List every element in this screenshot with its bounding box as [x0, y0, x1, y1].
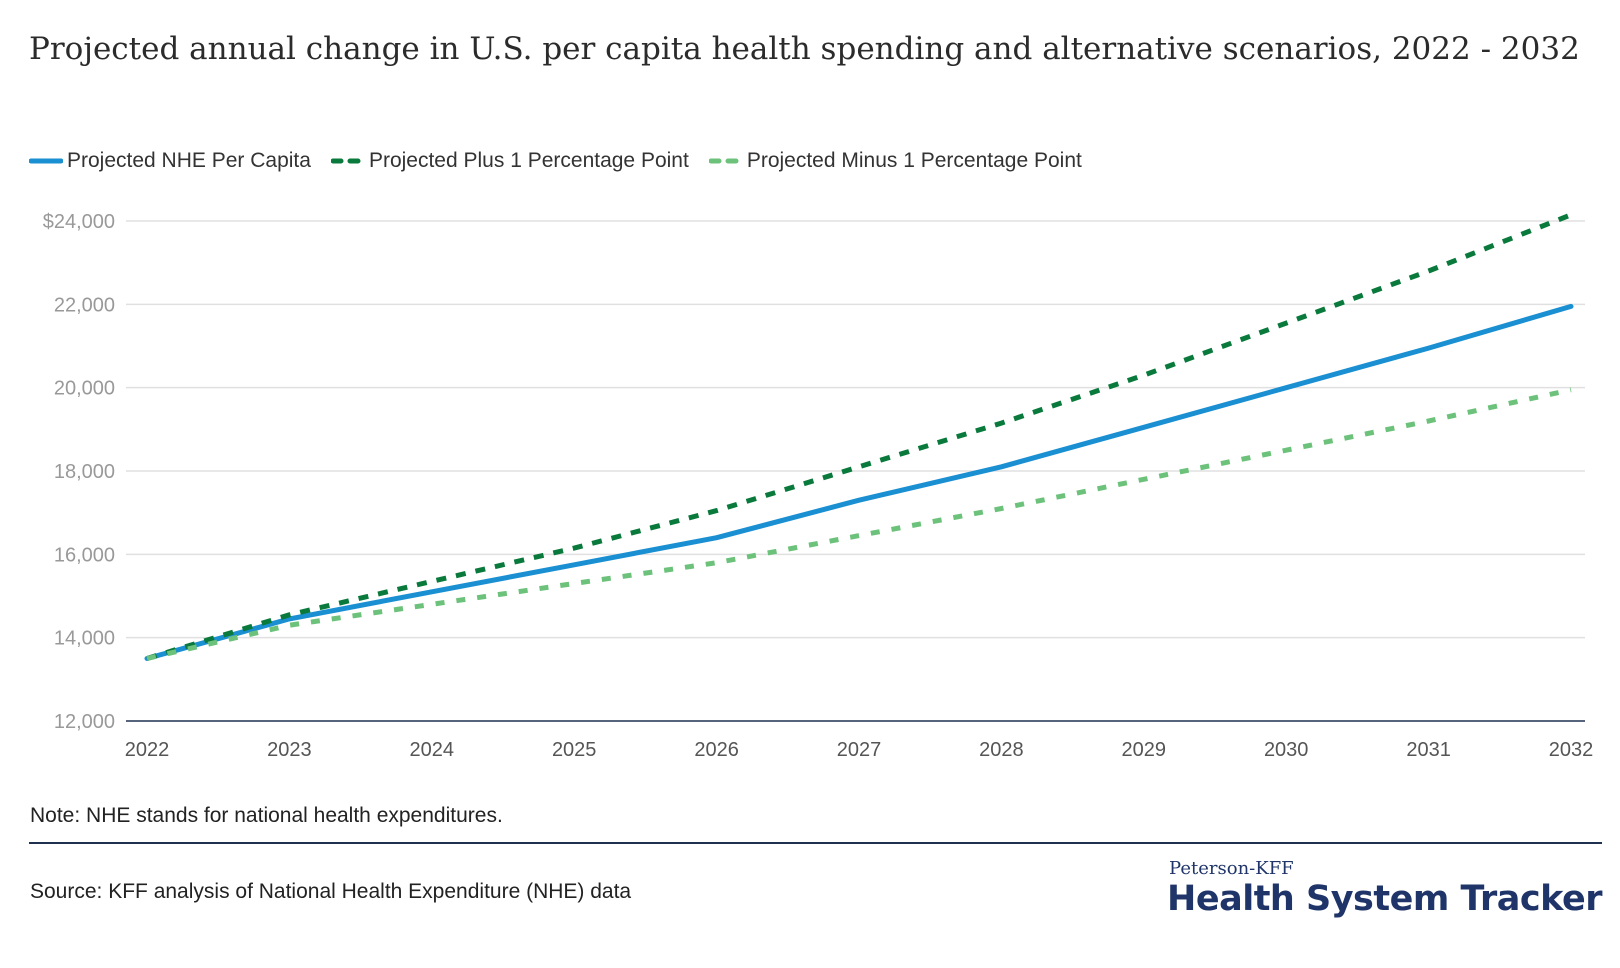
legend-swatch-dotted — [708, 158, 743, 164]
x-tick-label: 2029 — [1122, 739, 1167, 760]
legend-label-nhe: Projected NHE Per Capita — [67, 149, 311, 172]
x-tick-label: 2024 — [410, 739, 455, 760]
chart-title: Projected annual change in U.S. per capi… — [29, 31, 1580, 67]
legend-item-minus[interactable]: Projected Minus 1 Percentage Point — [708, 149, 1082, 173]
footer-divider — [29, 842, 1602, 844]
series-line-minus — [146, 387, 1572, 661]
y-tick-label: 12,000 — [54, 711, 115, 733]
brand-logo: Peterson-KFF Health System Tracker — [1167, 858, 1602, 919]
y-tick-label: 14,000 — [54, 628, 115, 650]
x-tick-label: 2031 — [1406, 739, 1451, 760]
x-tick-label: 2022 — [125, 739, 170, 760]
y-tick-label: 20,000 — [54, 378, 115, 400]
legend-swatch-dashed — [330, 158, 365, 164]
y-tick-label: $24,000 — [43, 211, 115, 233]
x-tick-label: 2027 — [837, 739, 882, 760]
legend-swatch-solid — [29, 158, 63, 164]
y-tick-label: 18,000 — [54, 461, 115, 483]
chart-source: Source: KFF analysis of National Health … — [30, 880, 632, 903]
brand-big-text: Health System Tracker — [1167, 879, 1602, 919]
legend-label-plus: Projected Plus 1 Percentage Point — [368, 149, 689, 172]
chart-legend: Projected NHE Per Capita Projected Plus … — [29, 149, 1102, 173]
x-tick-label: 2032 — [1549, 739, 1594, 760]
x-tick-label: 2030 — [1264, 739, 1309, 760]
legend-item-plus[interactable]: Projected Plus 1 Percentage Point — [330, 149, 689, 173]
x-tick-label: 2023 — [267, 739, 312, 760]
x-tick-label: 2025 — [552, 739, 597, 760]
x-tick-label: 2028 — [979, 739, 1024, 760]
line-chart: 12,000 14,000 16,000 18,000 20,000 22,000 $24,… — [43, 211, 1594, 760]
chart-note: Note: NHE stands for national health exp… — [30, 804, 503, 827]
series-line-nhe — [144, 303, 1574, 661]
x-tick-label: 2026 — [694, 739, 739, 760]
brand-small-text: Peterson-KFF — [1169, 858, 1294, 879]
y-tick-label: 22,000 — [54, 294, 115, 316]
legend-label-minus: Projected Minus 1 Percentage Point — [746, 149, 1082, 172]
y-tick-label: 16,000 — [54, 544, 115, 566]
legend-item-nhe[interactable]: Projected NHE Per Capita — [29, 149, 311, 173]
series-line-plus — [146, 212, 1572, 661]
